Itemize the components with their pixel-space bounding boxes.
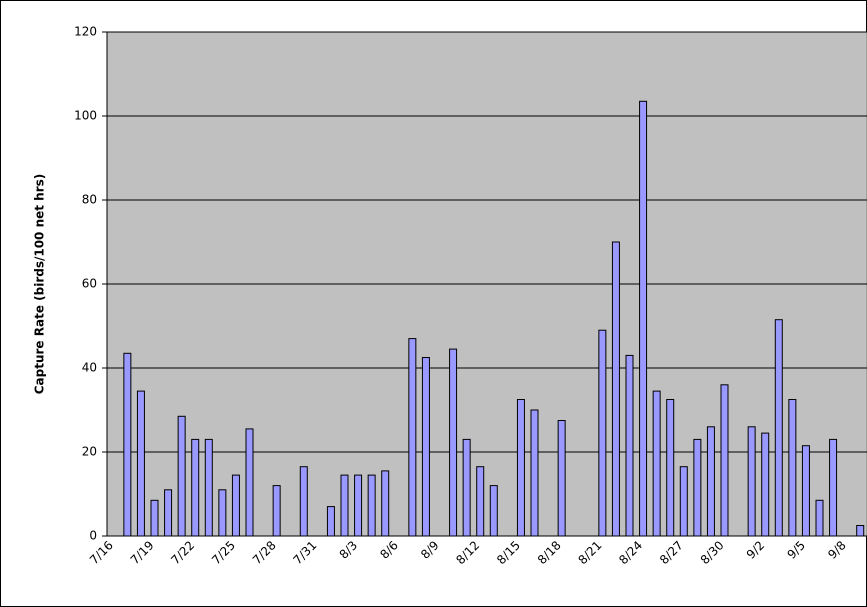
bar [476, 466, 485, 537]
y-tick-label: 20 [82, 445, 97, 459]
y-axis-title: Capture Rate (birds/100 net hrs) [33, 174, 47, 395]
bar [720, 384, 729, 537]
y-tick-label: 120 [74, 25, 97, 39]
bar [231, 474, 240, 537]
bar [530, 409, 539, 537]
bar [177, 415, 186, 537]
bar [679, 466, 688, 537]
bar [598, 329, 607, 537]
bar [788, 399, 797, 537]
bar [611, 241, 620, 537]
bar [706, 426, 715, 537]
bar [272, 485, 281, 537]
bar [516, 399, 525, 537]
bar [815, 499, 824, 537]
bar [218, 489, 227, 537]
bar [639, 100, 648, 537]
bar [367, 474, 376, 537]
bar [774, 319, 783, 537]
bar [408, 338, 417, 537]
bar [693, 438, 702, 537]
bar [204, 438, 213, 537]
bar [449, 348, 458, 537]
y-tick-label: 0 [89, 529, 97, 543]
bar [150, 499, 159, 537]
bar [381, 470, 390, 537]
y-tick-label: 40 [82, 361, 97, 375]
bar [761, 432, 770, 537]
bar [245, 428, 254, 537]
bar [191, 438, 200, 537]
bar [340, 474, 349, 537]
bar [354, 474, 363, 537]
bar [801, 445, 810, 537]
bar [123, 352, 132, 537]
bar [829, 438, 838, 537]
y-tick-label: 80 [82, 193, 97, 207]
bar [856, 525, 865, 537]
y-tick-label: 100 [74, 109, 97, 123]
bar [747, 426, 756, 537]
bar [136, 390, 145, 537]
bar [489, 485, 498, 537]
bar [625, 354, 634, 537]
y-tick-label: 60 [82, 277, 97, 291]
bar [666, 399, 675, 537]
bar [557, 420, 566, 537]
bar [462, 438, 471, 537]
bar [326, 506, 335, 537]
bar [164, 489, 173, 537]
bar [421, 357, 430, 537]
bar [299, 466, 308, 537]
bar [652, 390, 661, 537]
